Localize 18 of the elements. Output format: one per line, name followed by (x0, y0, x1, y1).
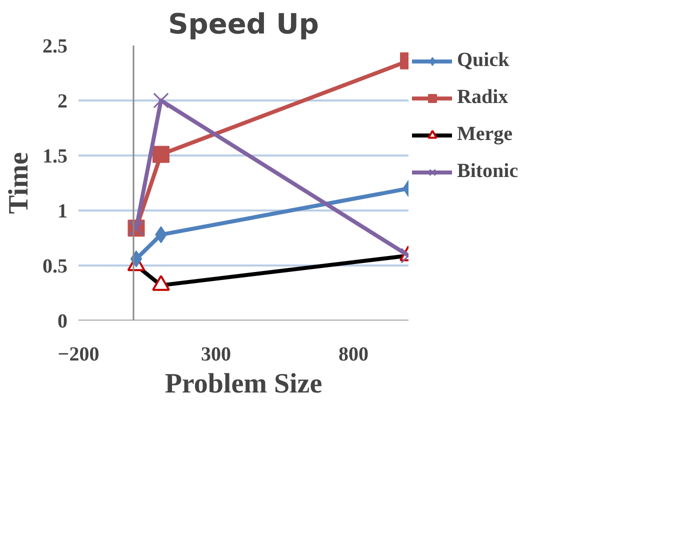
x-tick-label: 300 (201, 344, 231, 366)
y-tick-label: 1 (58, 200, 68, 222)
y-axis-title: Time (4, 152, 34, 214)
point (152, 146, 170, 163)
legend-label: Bitonic (457, 160, 520, 183)
chart-title: Speed Up (168, 8, 319, 40)
y-tick-label: 2.5 (42, 36, 68, 58)
y-tick-label: 1.5 (42, 146, 68, 168)
legend-label: Merge (457, 123, 514, 146)
x-tick-label: −200 (58, 344, 100, 366)
y-tick-label: 0 (58, 310, 68, 332)
legend-label: Radix (457, 86, 510, 109)
x-axis-title: Problem Size (164, 368, 322, 400)
y-tick-label: 2 (58, 90, 68, 112)
x-tick-label: 800 (338, 344, 368, 366)
y-tick-label: 0.5 (42, 256, 68, 278)
legend-label: Quick (457, 49, 510, 72)
point (153, 92, 169, 108)
